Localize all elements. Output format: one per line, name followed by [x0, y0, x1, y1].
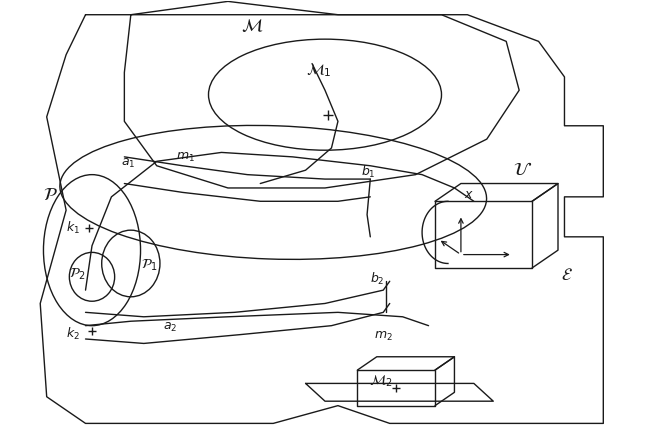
Text: $\mathcal{P}_1$: $\mathcal{P}_1$ [140, 258, 157, 274]
Text: $m_1$: $m_1$ [176, 151, 195, 164]
Text: $\mathcal{E}$: $\mathcal{E}$ [561, 266, 573, 283]
Text: $a_1$: $a_1$ [121, 157, 135, 170]
Text: $b_2$: $b_2$ [370, 271, 385, 287]
Text: $\mathcal{P}_2$: $\mathcal{P}_2$ [70, 267, 86, 283]
Text: $m_2$: $m_2$ [374, 330, 393, 343]
Text: $\mathcal{P}$: $\mathcal{P}$ [44, 186, 58, 204]
Text: $\mathcal{M}_1$: $\mathcal{M}_1$ [306, 62, 332, 79]
Text: $x$: $x$ [464, 188, 474, 201]
Text: $k_1$: $k_1$ [66, 220, 80, 236]
Text: $\mathcal{M}_2$: $\mathcal{M}_2$ [369, 374, 393, 389]
Text: $\mathcal{U}$: $\mathcal{U}$ [513, 161, 532, 179]
Text: $b_1$: $b_1$ [361, 164, 375, 181]
Text: $a_2$: $a_2$ [163, 321, 177, 334]
Text: $\mathcal{M}$: $\mathcal{M}$ [241, 17, 263, 35]
Text: $k_2$: $k_2$ [66, 325, 80, 342]
